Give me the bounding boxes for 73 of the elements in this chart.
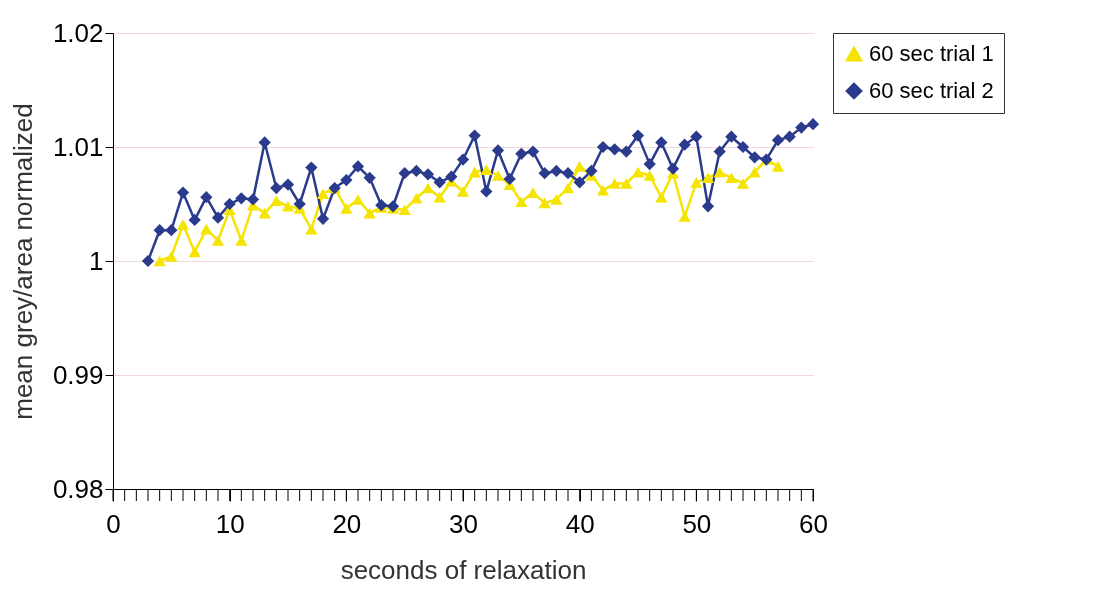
x-tick-label: 30 (449, 508, 478, 539)
point (596, 185, 610, 196)
point (316, 188, 330, 200)
point (211, 235, 225, 246)
point (200, 191, 213, 204)
point (270, 181, 283, 195)
point (643, 157, 656, 171)
point (585, 164, 598, 178)
legend-label: 60 sec trial 1 (869, 41, 994, 66)
point (596, 140, 610, 154)
x-tick-label: 20 (332, 508, 362, 539)
point (153, 224, 166, 237)
point (188, 213, 201, 227)
point (223, 197, 236, 211)
x-tick-label: 60 (799, 508, 828, 539)
point (806, 118, 820, 131)
point (748, 151, 761, 164)
point (561, 167, 575, 180)
point (725, 130, 738, 143)
x-tick-label: 10 (215, 508, 245, 539)
y-tick-label: 1.02 (52, 17, 104, 48)
point (783, 130, 796, 143)
point (281, 200, 295, 212)
point (771, 161, 785, 172)
y-tick-label: 0.99 (52, 359, 104, 390)
point (561, 182, 575, 194)
point (690, 130, 703, 143)
point (165, 224, 178, 237)
point (550, 164, 563, 178)
point (491, 144, 505, 157)
point (363, 171, 376, 184)
point (538, 167, 551, 180)
point (410, 164, 423, 178)
point (351, 160, 365, 173)
point (736, 178, 750, 189)
point (631, 129, 645, 142)
point (701, 172, 715, 184)
y-tick-label: 1 (89, 245, 104, 276)
x-tick-label: 0 (106, 508, 121, 539)
point (701, 200, 715, 213)
point (456, 153, 470, 166)
point (421, 182, 435, 194)
point (316, 212, 330, 225)
x-axis-title: seconds of relaxation (340, 554, 587, 585)
point (351, 194, 365, 205)
point (421, 168, 435, 181)
point (340, 173, 353, 187)
point (398, 167, 411, 180)
x-tick-label: 50 (682, 508, 712, 539)
point (666, 162, 680, 175)
point (526, 145, 540, 158)
point (491, 170, 505, 181)
point (176, 219, 190, 230)
y-tick-label: 0.98 (52, 473, 104, 504)
y-axis-title: mean grey/area normalized (7, 103, 38, 420)
point (515, 147, 528, 160)
point (176, 186, 190, 199)
point (608, 143, 621, 156)
point (503, 172, 516, 186)
point (293, 197, 306, 211)
legend-label: 60 sec trial 2 (869, 78, 994, 103)
point (771, 134, 785, 147)
point (211, 211, 225, 224)
y-tick-label: 1.01 (52, 131, 104, 162)
x-tick-label: 40 (565, 508, 595, 539)
point (246, 193, 260, 206)
point (631, 166, 645, 178)
point (456, 186, 470, 197)
point (678, 138, 691, 151)
point (141, 254, 155, 268)
point (281, 178, 295, 191)
point (526, 187, 540, 198)
point (736, 140, 750, 154)
